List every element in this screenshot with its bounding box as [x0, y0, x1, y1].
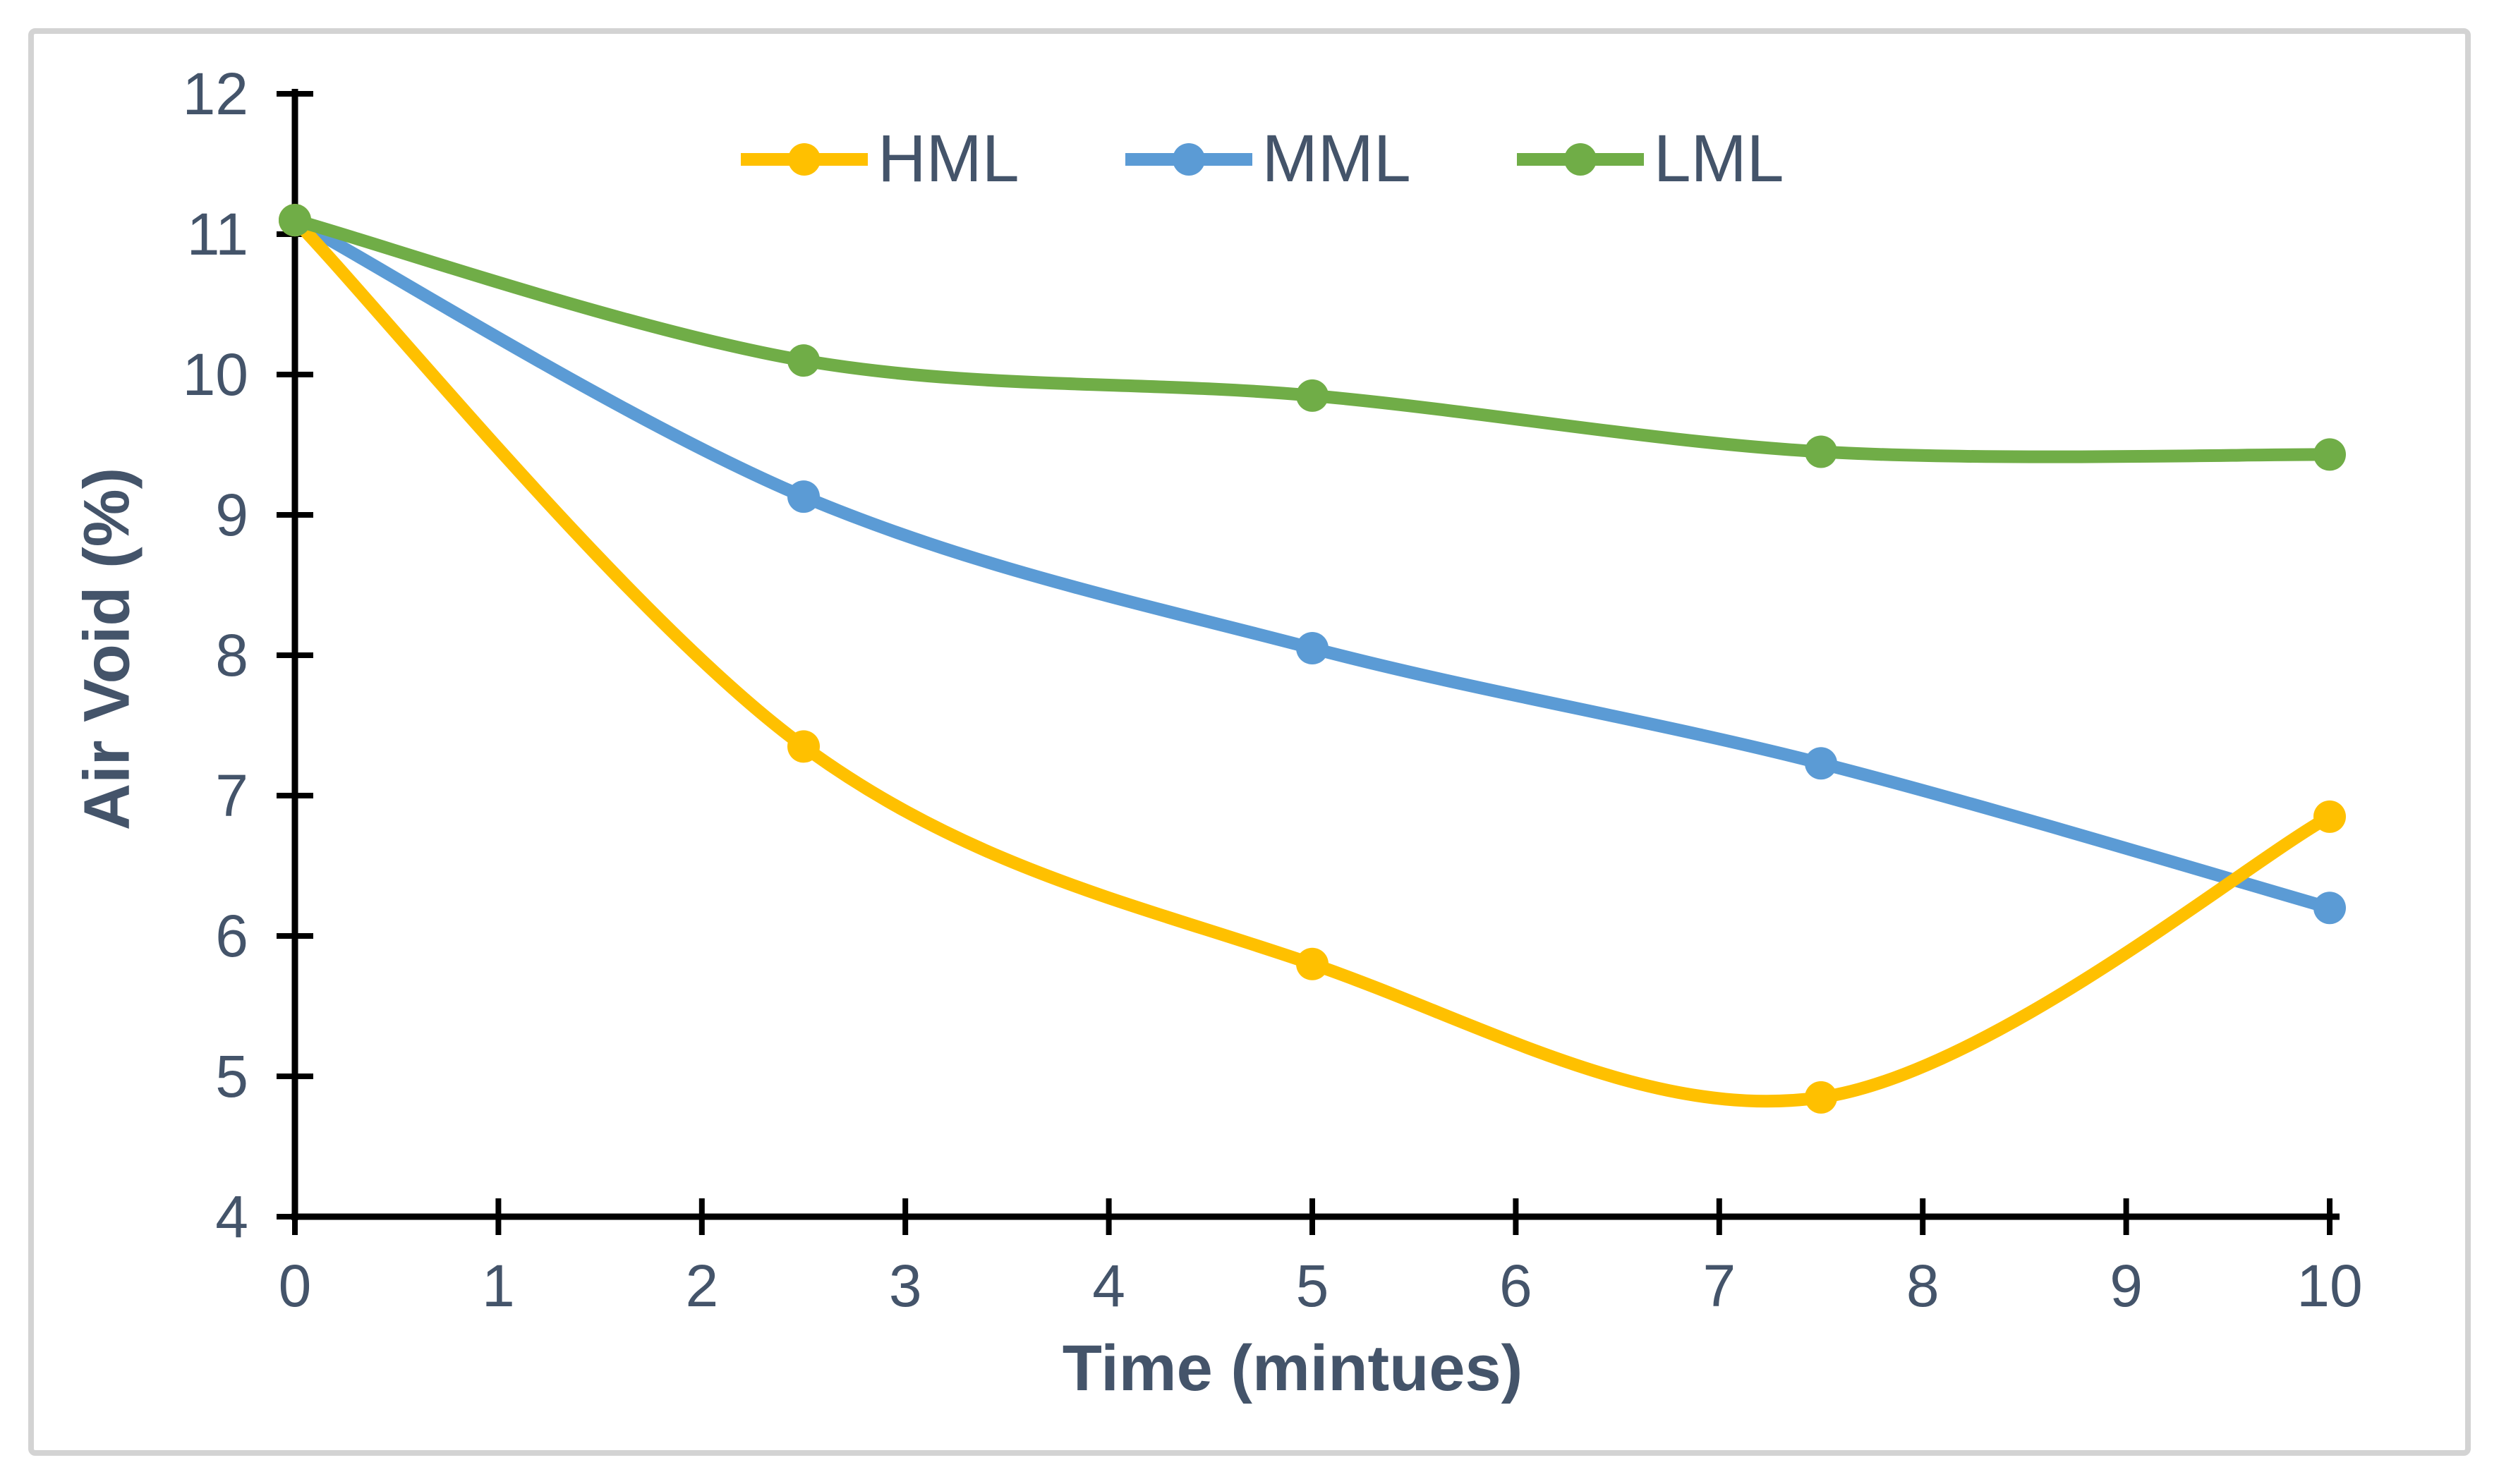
- series-marker-hml: [2313, 800, 2346, 833]
- y-tick-label: 7: [215, 762, 248, 829]
- series-marker-lml: [279, 204, 311, 237]
- y-tick-label: 8: [215, 622, 248, 688]
- x-axis-title: Time (mintues): [1062, 1332, 1523, 1404]
- series-marker-lml: [787, 344, 820, 377]
- legend-label: MML: [1261, 121, 1411, 196]
- y-tick-label: 6: [215, 903, 248, 969]
- legend-key-line-marker-icon: [1516, 142, 1644, 176]
- y-tick-label: 9: [215, 482, 248, 548]
- x-tick-label: 1: [482, 1253, 515, 1319]
- x-tick-label: 6: [1499, 1253, 1532, 1319]
- y-tick-label: 4: [215, 1184, 248, 1250]
- y-axis-title: Air Void (%): [71, 467, 143, 831]
- legend-label: HML: [878, 121, 1019, 196]
- series-line-hml: [289, 214, 2336, 1108]
- series-marker-mml: [1805, 747, 1837, 780]
- x-tick-label: 0: [279, 1253, 312, 1319]
- y-tick-label: 10: [183, 341, 248, 408]
- series-marker-hml: [1296, 947, 1329, 980]
- series-marker-hml: [1805, 1081, 1837, 1114]
- y-tick-label: 11: [187, 201, 248, 267]
- series-marker-mml: [787, 480, 820, 513]
- legend-item-mml[interactable]: MML: [1125, 126, 1411, 193]
- legend-item-hml[interactable]: HML: [741, 126, 1019, 193]
- x-tick-label: 10: [2297, 1253, 2362, 1319]
- series-marker-lml: [1805, 435, 1837, 468]
- series-line-lml: [289, 214, 2336, 463]
- series-marker-lml: [1296, 379, 1329, 412]
- x-tick-label: 4: [1092, 1253, 1125, 1319]
- legend-item-lml[interactable]: LML: [1516, 121, 1784, 196]
- x-tick-label: 7: [1702, 1253, 1736, 1319]
- y-tick-label: 5: [215, 1043, 248, 1109]
- legend: HML MML LML: [741, 126, 1784, 193]
- series-marker-hml: [787, 730, 820, 763]
- series-marker-lml: [2313, 438, 2346, 471]
- x-tick-label: 5: [1296, 1253, 1329, 1319]
- x-tick-label: 9: [2110, 1253, 2143, 1319]
- legend-label: LML: [1653, 121, 1784, 196]
- x-tick-label: 8: [1906, 1253, 1940, 1319]
- legend-key-line-marker-icon: [741, 142, 868, 176]
- x-tick-label: 2: [685, 1253, 718, 1319]
- y-tick-label: 12: [183, 61, 248, 127]
- series-marker-mml: [1296, 632, 1329, 665]
- legend-key-line-marker-icon: [1125, 142, 1252, 176]
- series-marker-mml: [2313, 892, 2346, 925]
- x-tick-label: 3: [889, 1253, 922, 1319]
